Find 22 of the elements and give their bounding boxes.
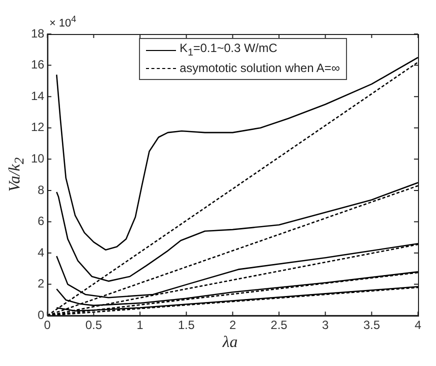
x-tick-label: 3.5 [363,318,380,332]
x-tick-label: 1 [136,318,144,332]
x-tick-label: 2.5 [270,318,288,332]
x-tick-label: 2 [229,318,236,332]
y-tick-label: 2 [38,276,45,291]
y-tick-label: 4 [38,245,45,260]
y-tick-label: 16 [30,58,45,72]
y-tick-label: 14 [30,88,45,103]
y-tick-label: 18 [30,26,45,40]
y-tick-label: 0 [38,308,45,322]
y-tick-label: 12 [30,120,45,134]
y-tick-label: 10 [30,151,45,166]
legend-label: asymototic solution when A=∞ [180,61,340,75]
x-tick-label: 4 [414,318,422,332]
y-tick-label: 6 [38,214,45,228]
y-tick-label: 8 [38,182,45,197]
x-axis-title: λa [222,334,238,352]
legend-label: K$_{1}$=0.1~0.3 W/mC [180,41,278,59]
text: × 10$^{4}$ [49,14,76,30]
x-tick-label: 0.5 [85,318,102,332]
x-tick-label: 1.5 [178,318,196,332]
x-tick-label: 3 [322,318,329,332]
